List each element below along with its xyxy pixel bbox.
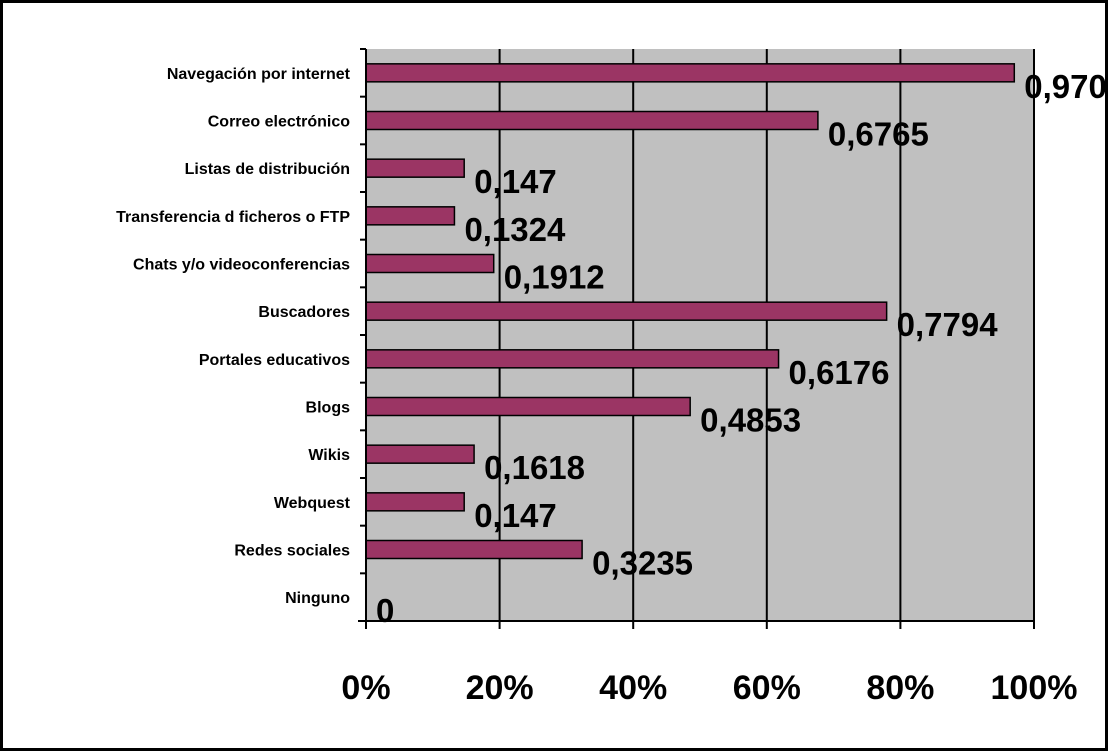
data-label: 0,4853 [700, 402, 801, 439]
category-label: Navegación por internet [167, 66, 351, 83]
bar-chart: Navegación por internet 0,9705 Correo elec… [116, 48, 1108, 707]
x-tick-label: 80% [866, 669, 934, 707]
category-label: Correo electrónico [208, 114, 350, 131]
category-label: Blogs [306, 400, 351, 417]
x-tick-label: 100% [991, 669, 1078, 707]
bar [365, 492, 465, 512]
category-label: Portales educativos [199, 352, 350, 369]
bar [365, 301, 888, 321]
data-label: 0,3235 [592, 545, 693, 582]
bar [365, 539, 583, 560]
bar [365, 349, 780, 369]
x-tick-label: 60% [733, 669, 801, 707]
data-label: 0,1912 [504, 259, 605, 296]
data-label: 0,1618 [484, 449, 585, 486]
bar [365, 158, 465, 178]
gridlines [498, 49, 1035, 621]
category-label: Ninguno [285, 590, 350, 607]
category-label: Buscadores [258, 304, 350, 321]
x-tick-label: 20% [466, 669, 534, 707]
labels: Navegación por internet 0,9705 Correo elec… [116, 66, 1108, 707]
x-tick-label: 0% [341, 669, 390, 707]
category-label: Redes sociales [234, 543, 350, 560]
plot-area [366, 49, 1034, 621]
bar [365, 110, 819, 131]
data-label: 0,147 [474, 163, 557, 200]
data-label: 0 [376, 592, 394, 629]
data-label: 0,147 [474, 497, 557, 534]
bar [365, 206, 456, 226]
category-label: Wikis [308, 447, 350, 464]
bar [365, 253, 495, 274]
data-label: 0,6176 [789, 354, 890, 391]
data-label: 0,6765 [828, 116, 929, 153]
bar [365, 63, 1016, 83]
bar [365, 444, 475, 464]
x-tick-label: 40% [599, 669, 667, 707]
category-label: Listas de distribución [185, 161, 350, 178]
data-label: 0,7794 [897, 306, 999, 343]
data-label: 0,9705 [1024, 68, 1108, 105]
bar [365, 396, 691, 417]
bars [365, 63, 1016, 560]
axes [358, 48, 1035, 629]
category-label: Chats y/o videoconferencias [133, 257, 350, 274]
data-label: 0,1324 [464, 211, 566, 248]
category-label: Transferencia d ficheros o FTP [116, 209, 350, 226]
category-label: Webquest [274, 495, 351, 512]
